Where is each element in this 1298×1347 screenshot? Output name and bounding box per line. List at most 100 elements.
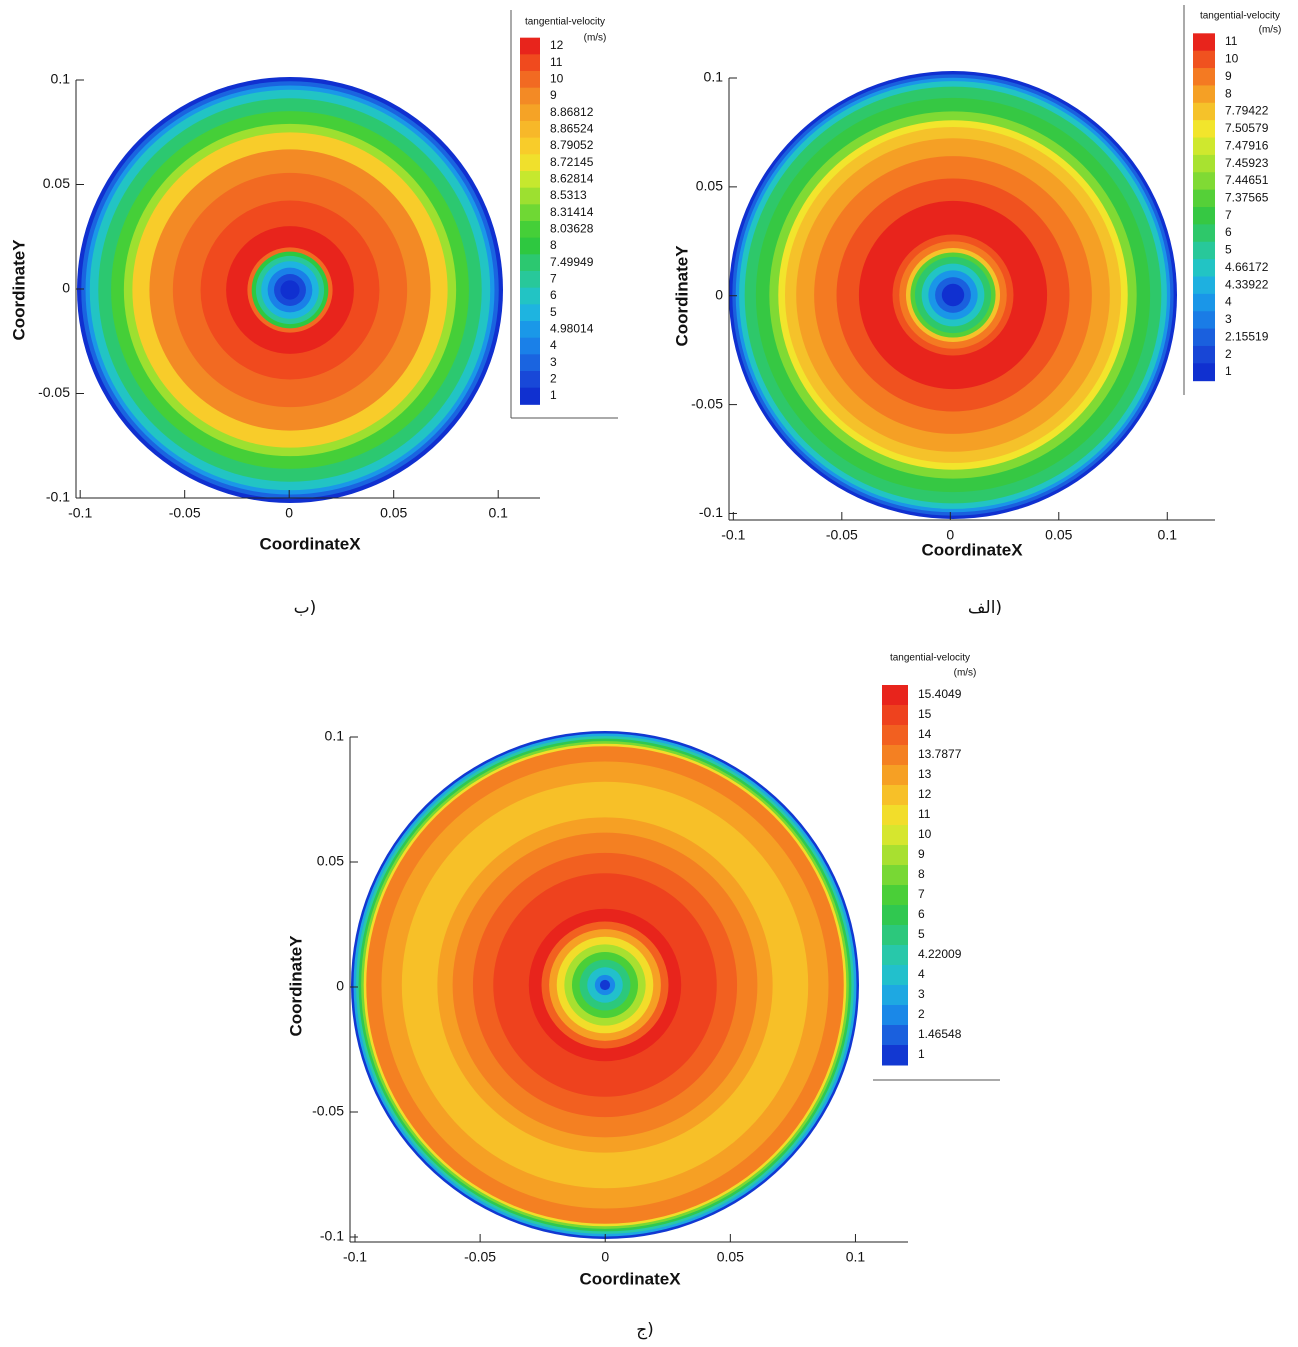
legend-swatch [882, 685, 908, 706]
legend-label: 7 [1225, 208, 1232, 222]
legend-swatch [520, 387, 540, 405]
legend-swatch [882, 865, 908, 886]
legend-swatch [1193, 363, 1215, 382]
legend-swatch [882, 885, 908, 906]
legend-label: 13 [918, 767, 932, 781]
legend-swatch [1193, 137, 1215, 156]
legend-swatch [520, 37, 540, 55]
legend-swatch [882, 765, 908, 786]
legend-label: 15 [918, 707, 932, 721]
y-tick-label: 0.1 [704, 69, 724, 85]
legend-label: 8.86812 [550, 105, 594, 119]
legend-label: 3 [550, 355, 557, 369]
x-tick-label: -0.1 [68, 505, 92, 521]
legend-label: 7.49949 [550, 255, 594, 269]
y-tick-label: 0 [715, 286, 723, 302]
legend-swatch [1193, 259, 1215, 277]
legend-swatch [882, 1005, 908, 1026]
legend-label: 7.45923 [1225, 156, 1269, 170]
x-tick-label: 0.1 [1158, 527, 1178, 543]
legend-swatch [520, 71, 540, 89]
y-axis-label: CoordinateY [672, 245, 691, 347]
legend-swatch [520, 287, 540, 305]
legend-swatch [882, 965, 908, 986]
legend-label: 7.44651 [1225, 173, 1269, 187]
x-tick-label: -0.05 [169, 505, 201, 521]
legend-label: 7.47916 [1225, 138, 1269, 152]
x-tick-label: -0.1 [721, 527, 745, 543]
x-tick-label: -0.05 [464, 1249, 496, 1265]
legend-swatch [882, 805, 908, 826]
panel-caption: (الف [968, 598, 1002, 618]
legend-swatch [1193, 207, 1215, 225]
legend-swatch [882, 825, 908, 846]
legend-swatch [1193, 224, 1215, 243]
legend-label: 1 [550, 388, 557, 402]
legend-label: 11 [1225, 34, 1238, 48]
legend-unit: (m/s) [954, 668, 977, 679]
legend-label: 9 [1225, 69, 1232, 83]
y-tick-label: -0.1 [320, 1228, 344, 1244]
legend-label: 8.62814 [550, 172, 594, 186]
legend-swatch [1193, 120, 1215, 139]
legend-label: 4.66172 [1225, 260, 1269, 274]
y-tick-label: 0 [62, 280, 70, 296]
x-tick-label: 0 [946, 527, 954, 543]
y-tick-label: 0.05 [696, 178, 723, 194]
legend-label: 11 [550, 55, 563, 69]
legend-swatch [882, 785, 908, 806]
y-tick-label: 0.05 [43, 175, 70, 191]
x-tick-label: -0.1 [343, 1249, 367, 1265]
legend-label: 4 [1225, 295, 1232, 309]
legend-label: 8.72145 [550, 155, 594, 169]
legend-label: 8.03628 [550, 222, 594, 236]
x-tick-label: 0 [601, 1249, 609, 1265]
legend-label: 8.79052 [550, 138, 594, 152]
legend-label: 8.5313 [550, 188, 587, 202]
legend-swatch [882, 725, 908, 746]
y-tick-label: -0.05 [312, 1103, 344, 1119]
legend-label: 8 [918, 867, 925, 881]
legend-label: 6 [550, 288, 557, 302]
legend-label: 7 [550, 272, 557, 286]
legend-swatch [520, 54, 540, 72]
x-tick-label: 0.05 [1045, 527, 1072, 543]
legend-unit: (m/s) [584, 33, 607, 44]
legend-unit: (m/s) [1259, 25, 1282, 36]
y-axis-label: CoordinateY [9, 239, 28, 341]
legend-swatch [882, 925, 908, 946]
x-tick-label: 0.05 [717, 1249, 744, 1265]
legend-swatch [1193, 154, 1215, 173]
legend-swatch [520, 371, 540, 389]
legend-title: tangential-velocity [1200, 11, 1280, 22]
x-axis-label: CoordinateX [259, 534, 361, 553]
legend-title: tangential-velocity [525, 17, 605, 28]
legend-label: 14 [918, 727, 932, 741]
legend-label: 6 [918, 907, 925, 921]
legend-swatch [520, 137, 540, 155]
x-tick-label: 0.05 [380, 505, 407, 521]
legend-label: 3 [918, 987, 925, 1001]
legend-label: 10 [918, 827, 932, 841]
legend-swatch [520, 254, 540, 272]
legend-label: 3 [1225, 312, 1232, 326]
legend-swatch [520, 237, 540, 255]
legend-label: 1.46548 [918, 1027, 962, 1041]
legend-swatch [520, 221, 540, 239]
legend-label: 9 [918, 847, 925, 861]
legend-label: 7.50579 [1225, 121, 1269, 135]
y-tick-label: 0.05 [317, 853, 344, 869]
panel-caption: (ب [294, 598, 317, 618]
legend-swatch [520, 321, 540, 339]
legend-label: 7.37565 [1225, 190, 1269, 204]
legend-label: 4 [550, 338, 557, 352]
legend-label: 4.22009 [918, 947, 962, 961]
contour-band [280, 280, 300, 300]
legend-label: 12 [918, 787, 932, 801]
panel-caption: (ج [636, 1320, 654, 1340]
contour-band [599, 979, 611, 991]
legend-label: 11 [918, 807, 931, 821]
legend-label: 2 [918, 1007, 925, 1021]
x-tick-label: 0.1 [846, 1249, 866, 1265]
legend-label: 7 [918, 887, 925, 901]
